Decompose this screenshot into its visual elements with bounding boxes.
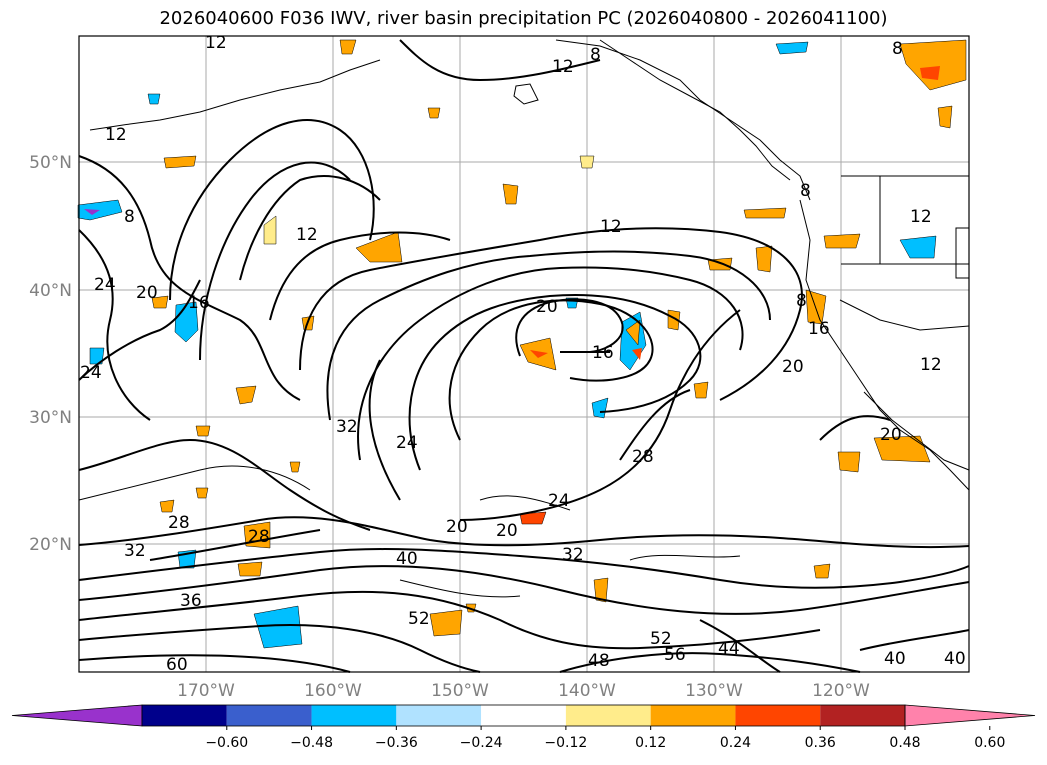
colorbar-tick-label: −0.48 — [290, 735, 333, 751]
contour-label: 20 — [136, 283, 158, 303]
contour-label: 8 — [800, 181, 811, 201]
contour-label: 12 — [910, 207, 932, 227]
lon-label: 170°W — [177, 681, 235, 701]
contour-label: 28 — [168, 513, 190, 533]
gridlines — [79, 36, 969, 672]
lon-label: 140°W — [558, 681, 616, 701]
contour-label: 12 — [552, 57, 574, 77]
contour-label: 12 — [600, 217, 622, 237]
contour-label: 20 — [782, 357, 804, 377]
contour-label: 28 — [248, 527, 270, 547]
colorbar: −0.60 −0.48 −0.36 −0.24 −0.12 0.12 0.24 0.36 0.4… — [11, 704, 1036, 751]
lat-label: 40°N — [29, 281, 72, 301]
lon-label: 160°W — [304, 681, 362, 701]
colorbar-tick-label: 0.12 — [635, 735, 666, 751]
lat-axis-labels: 50°N 40°N 30°N 20°N — [29, 153, 72, 555]
iwv-contours — [78, 39, 970, 673]
contour-label: 16 — [808, 319, 830, 339]
colorbar-tick-label: 0.24 — [720, 735, 751, 751]
colorbar-cell — [565, 705, 651, 726]
contour-label: 40 — [944, 649, 966, 669]
contour-label: 52 — [650, 629, 672, 649]
lat-label: 20°N — [29, 535, 72, 555]
contour-label: 16 — [592, 343, 614, 363]
iwv-thin-contours — [78, 465, 741, 598]
contour-label: 24 — [80, 363, 102, 383]
contour-label: 24 — [94, 275, 116, 295]
contour-label: 8 — [796, 291, 807, 311]
colorbar-tick-label: −0.60 — [205, 735, 248, 751]
contour-labels: 12 12 12 12 8 8 8 8 8 12 12 16 20 24 24 … — [80, 33, 966, 675]
colorbar-border — [141, 704, 906, 727]
contour-label: 48 — [588, 651, 610, 671]
contour-label: 12 — [920, 355, 942, 375]
contour-label: 28 — [632, 447, 654, 467]
contour-label: 12 — [205, 33, 227, 53]
contour-label: 60 — [166, 655, 188, 675]
colorbar-cell — [311, 705, 397, 726]
colorbar-extend-high — [904, 704, 1036, 727]
contour-label: 12 — [105, 125, 127, 145]
lon-label: 150°W — [431, 681, 489, 701]
colorbar-tick-label: −0.12 — [544, 735, 587, 751]
contour-label: 32 — [124, 541, 146, 561]
colorbar-cell — [735, 705, 821, 726]
contour-label: 20 — [880, 425, 902, 445]
contour-label: 40 — [396, 549, 418, 569]
colorbar-cell — [650, 705, 736, 726]
coastlines — [89, 39, 970, 491]
lat-label: 30°N — [29, 408, 72, 428]
contour-label: 36 — [180, 591, 202, 611]
contour-label: 20 — [496, 521, 518, 541]
contour-label: 12 — [296, 225, 318, 245]
contour-label: 16 — [188, 293, 210, 313]
colorbar-cell — [481, 705, 566, 726]
contour-label: 24 — [396, 433, 418, 453]
contour-label: 20 — [536, 297, 558, 317]
colorbar-extend-low — [11, 704, 143, 727]
colorbar-tick-label: −0.36 — [375, 735, 418, 751]
contour-label: 44 — [718, 639, 740, 659]
colorbar-cell — [820, 705, 905, 726]
lat-label: 50°N — [29, 153, 72, 173]
colorbar-cell — [226, 705, 312, 726]
contour-label: 32 — [336, 417, 358, 437]
contour-label: 52 — [408, 609, 430, 629]
colorbar-tick-label: 0.48 — [889, 735, 920, 751]
contour-label: 56 — [664, 645, 686, 665]
contour-label: 8 — [590, 45, 601, 65]
colorbar-tick-label: 0.36 — [805, 735, 836, 751]
contour-label: 8 — [892, 39, 903, 59]
lon-label: 130°W — [685, 681, 743, 701]
precip-shading — [77, 39, 967, 649]
contour-label: 24 — [548, 491, 570, 511]
contour-label: 40 — [884, 649, 906, 669]
colorbar-cell — [396, 705, 482, 726]
colorbar-tick-label: −0.24 — [460, 735, 503, 751]
contour-label: 20 — [446, 517, 468, 537]
colorbar-cell — [142, 705, 227, 726]
contour-label: 32 — [562, 545, 584, 565]
lon-label: 120°W — [812, 681, 870, 701]
map-title: 2026040600 F036 IWV, river basin precipi… — [159, 8, 888, 29]
colorbar-tick-label: 0.60 — [974, 735, 1005, 751]
contour-label: 8 — [124, 207, 135, 227]
map-frame — [78, 35, 970, 673]
lon-axis-labels: 170°W 160°W 150°W 140°W 130°W 120°W — [177, 681, 870, 701]
